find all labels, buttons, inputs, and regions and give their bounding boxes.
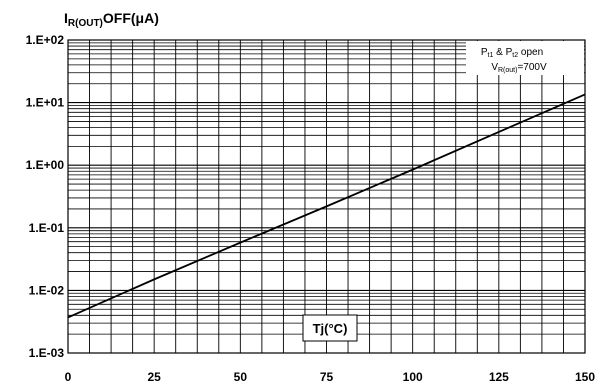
y-tick-label: 1.E+00 [26, 158, 65, 172]
x-tick-label: 25 [147, 370, 161, 384]
annotation-background [466, 41, 584, 75]
y-tick-label: 1.E-03 [29, 346, 65, 360]
x-tick-label: 75 [320, 370, 334, 384]
x-tick-label: 0 [65, 370, 72, 384]
y-tick-label: 1.E-01 [29, 221, 65, 235]
x-tick-label: 125 [489, 370, 509, 384]
y-tick-labels: 1.E+02 1.E+01 1.E+00 1.E-01 1.E-02 1.E-03 [26, 33, 65, 360]
annotation-box: Pt1 & Pt2 open VR(out)=700V [466, 41, 584, 75]
x-axis-label-background [302, 314, 358, 342]
x-axis-label-box: Tj(°C) [302, 314, 358, 342]
y-axis-label-main: I [64, 10, 68, 26]
y-axis-label-rest: OFF(μA) [103, 10, 159, 26]
annotation-line-1: Pt1 & Pt2 open [481, 47, 543, 59]
x-tick-label: 150 [575, 370, 595, 384]
annotation-p2-sub: t2 [512, 52, 518, 59]
x-tick-label: 100 [403, 370, 423, 384]
x-axis-label: Tj(°C) [313, 321, 348, 336]
annotation-p1: P [481, 47, 488, 58]
y-axis-label: IR(OUT)OFF(μA) [64, 10, 159, 29]
annotation-end: open [518, 47, 543, 58]
y-tick-label: 1.E+01 [26, 96, 65, 110]
annotation-line-2: VR(out)=700V [491, 62, 547, 74]
grid [68, 40, 585, 353]
y-tick-label: 1.E+02 [26, 33, 65, 47]
y-axis-label-sub: R(OUT) [68, 18, 103, 29]
y-tick-label: 1.E-02 [29, 283, 65, 297]
x-tick-label: 50 [234, 370, 248, 384]
plot-frame [67, 39, 586, 354]
annotation-v-sub: R(out) [498, 67, 517, 74]
annotation-v-end: =700V [517, 62, 547, 73]
annotation-p1-sub: t1 [488, 52, 494, 59]
series-line [67, 93, 586, 319]
annotation-mid: & P [493, 47, 512, 58]
x-tick-labels: 0 25 50 75 100 125 150 [65, 370, 596, 384]
annotation-v: V [491, 62, 498, 73]
